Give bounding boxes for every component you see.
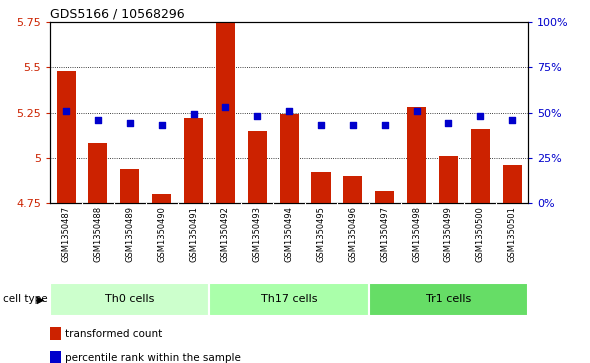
Point [253,113,262,119]
Point [284,108,294,114]
Text: GSM1350501: GSM1350501 [507,206,517,262]
Point [189,111,198,117]
Point [476,113,485,119]
Text: GSM1350492: GSM1350492 [221,206,230,262]
Text: GSM1350494: GSM1350494 [284,206,294,262]
Bar [375,191,394,203]
Bar [209,283,369,316]
Text: GSM1350491: GSM1350491 [189,206,198,262]
Bar [471,129,490,203]
Point [61,108,71,114]
Bar [120,169,139,203]
Point [380,122,389,128]
Text: cell type: cell type [3,294,48,305]
Bar [57,71,76,203]
Point [507,117,517,123]
Bar [439,156,458,203]
Bar [88,143,107,203]
Text: GSM1350490: GSM1350490 [157,206,166,262]
Text: GSM1350499: GSM1350499 [444,206,453,262]
Point [93,117,103,123]
Bar [280,114,299,203]
Bar [184,118,203,203]
Bar [369,283,528,316]
Bar [312,172,330,203]
Bar [503,165,522,203]
Point [444,121,453,126]
Text: GSM1350488: GSM1350488 [93,206,103,262]
Text: GDS5166 / 10568296: GDS5166 / 10568296 [50,8,185,21]
Text: GSM1350489: GSM1350489 [125,206,135,262]
Text: Th17 cells: Th17 cells [261,294,317,305]
Text: transformed count: transformed count [65,329,163,339]
Bar [343,176,362,203]
Text: Tr1 cells: Tr1 cells [426,294,471,305]
Text: GSM1350498: GSM1350498 [412,206,421,262]
Text: GSM1350495: GSM1350495 [316,206,326,262]
Text: GSM1350500: GSM1350500 [476,206,485,262]
Text: GSM1350496: GSM1350496 [348,206,358,262]
Bar [407,107,426,203]
Bar [152,194,171,203]
Point [412,108,421,114]
Point [125,121,135,126]
Point [348,122,358,128]
Text: GSM1350493: GSM1350493 [253,206,262,262]
Text: Th0 cells: Th0 cells [105,294,155,305]
Text: GSM1350487: GSM1350487 [61,206,71,262]
Point [221,104,230,110]
Point [316,122,326,128]
Text: GSM1350497: GSM1350497 [380,206,389,262]
Text: percentile rank within the sample: percentile rank within the sample [65,353,241,363]
Point [157,122,166,128]
Bar [216,22,235,203]
Bar [248,131,267,203]
Bar [50,283,209,316]
Text: ▶: ▶ [37,294,45,305]
